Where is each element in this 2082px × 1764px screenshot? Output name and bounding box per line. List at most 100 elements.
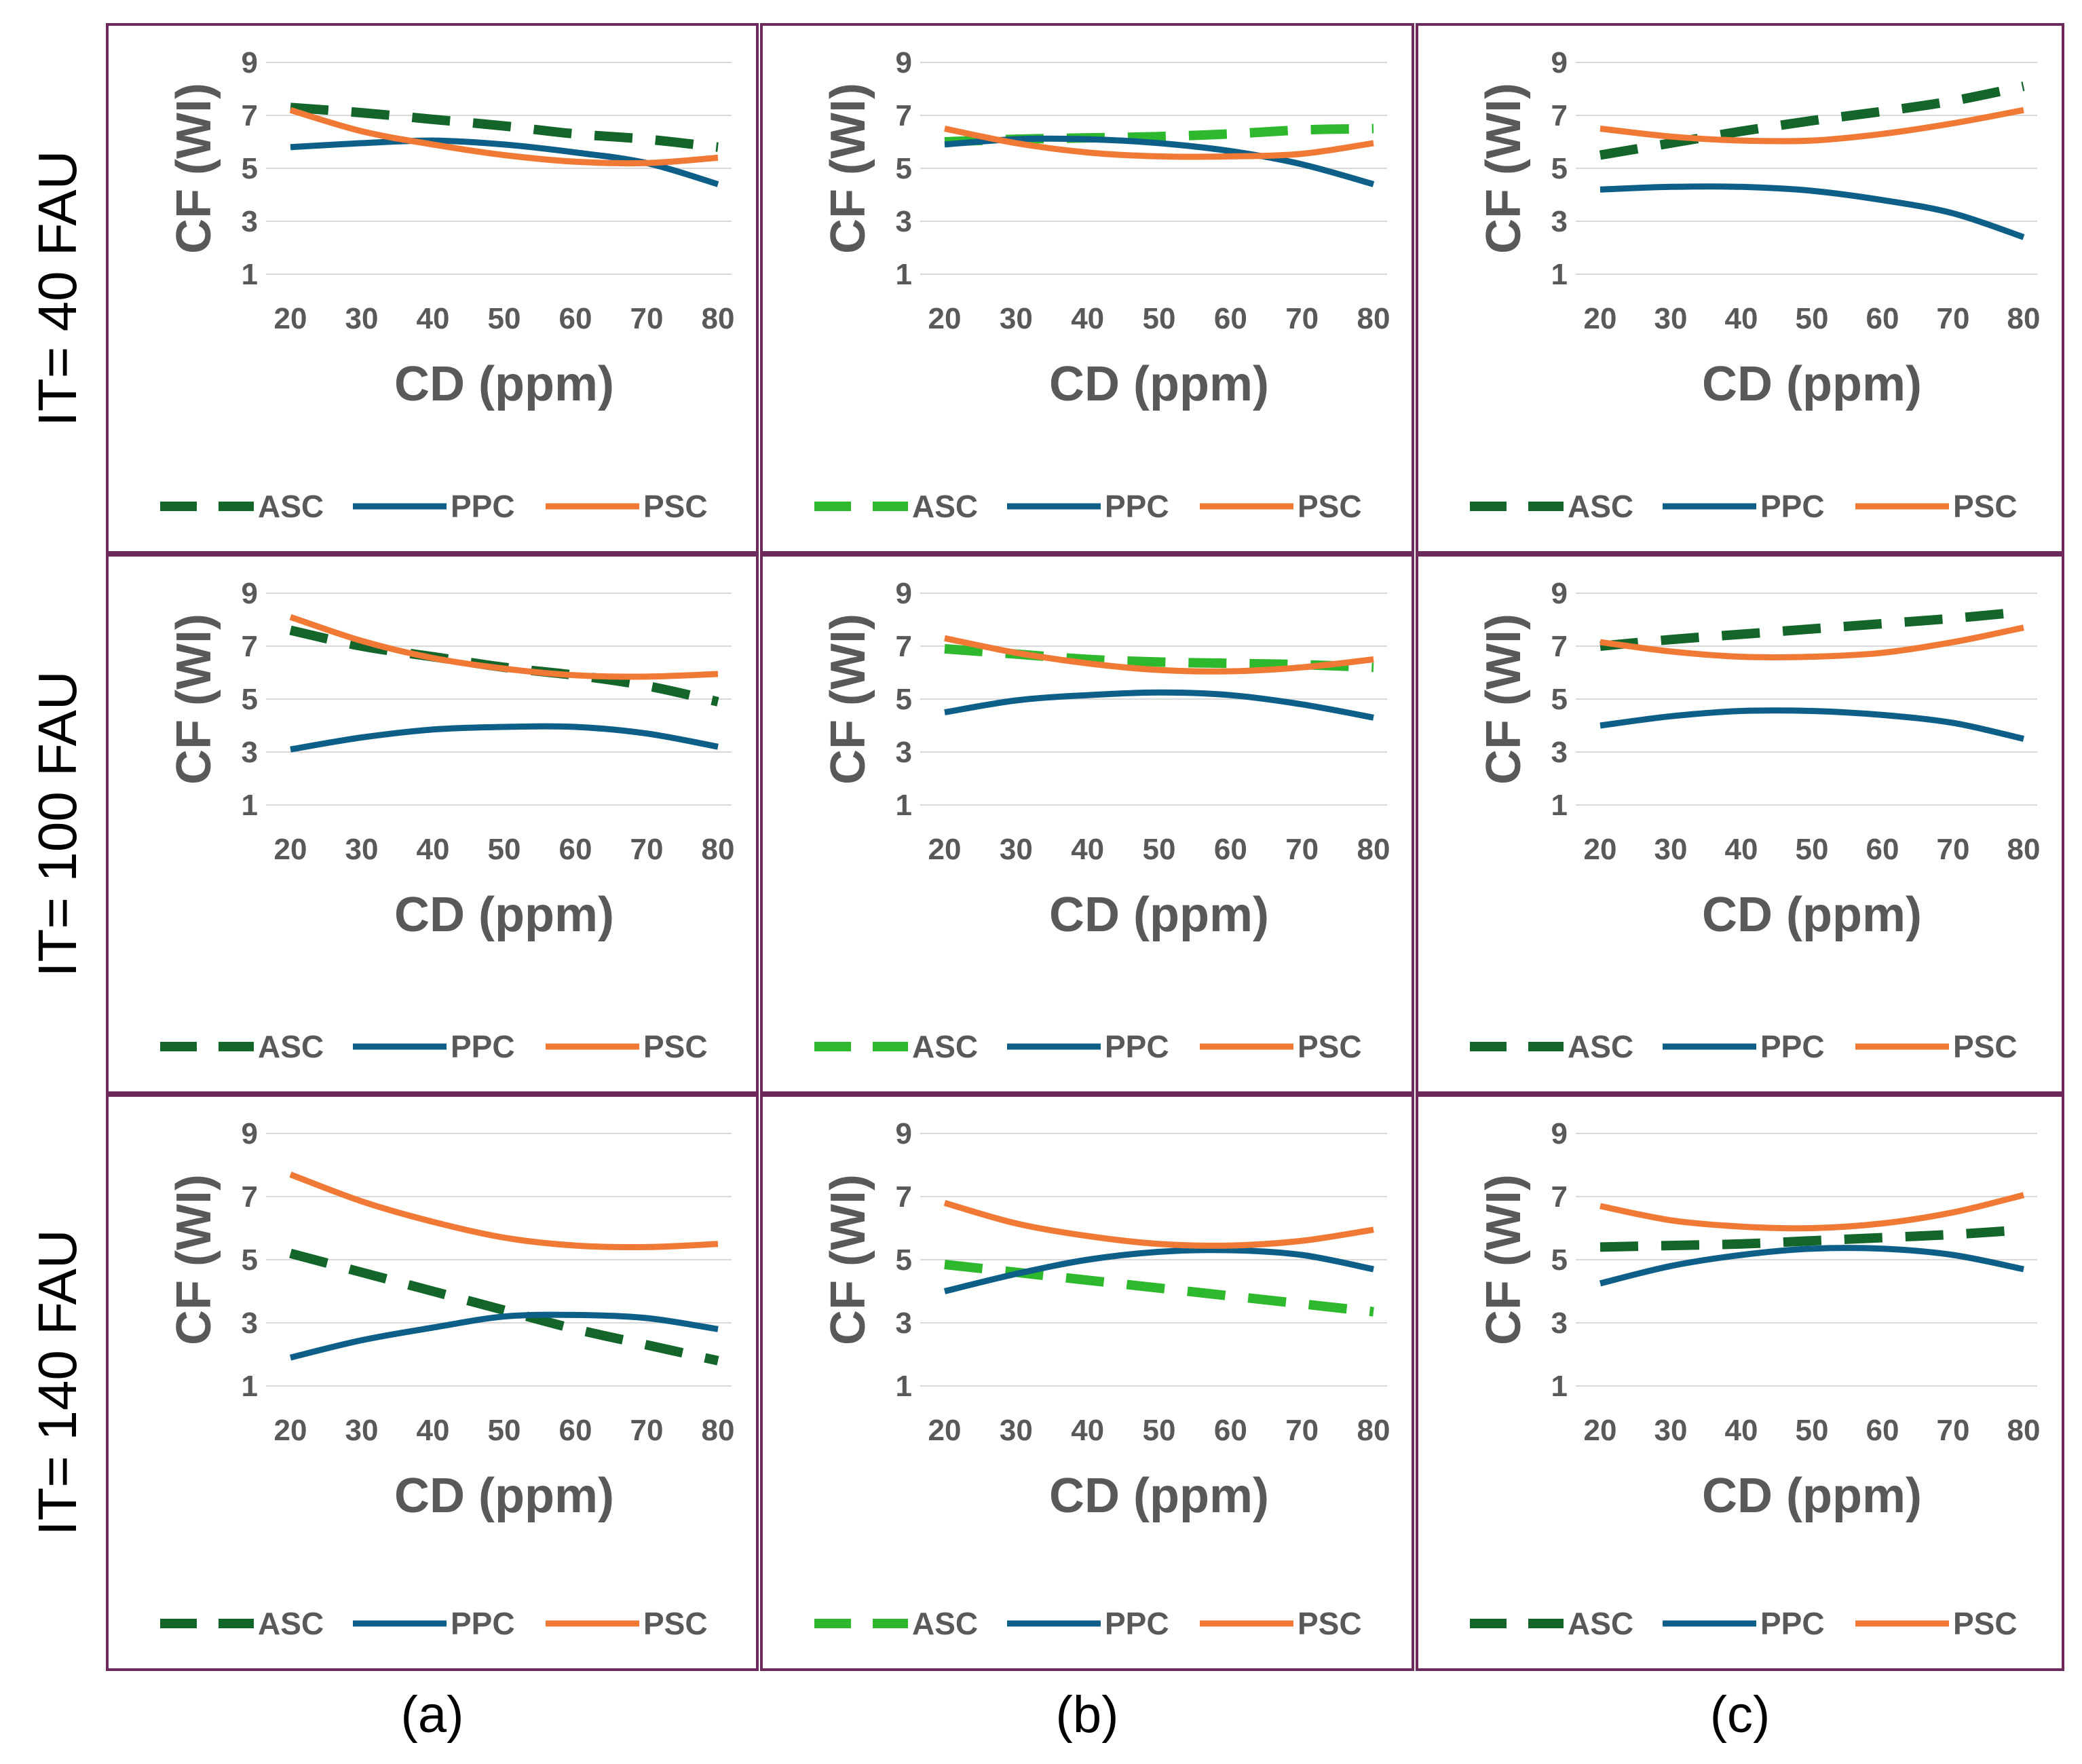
x-tick-label: 60: [1214, 833, 1247, 866]
series-line-ppc: [943, 1247, 1374, 1294]
legend-label-psc: PSC: [1298, 489, 1362, 524]
panel-frame: [106, 23, 759, 554]
series-line-ppc: [1600, 183, 2025, 240]
y-tick-label: 1: [1551, 789, 1568, 822]
x-axis-title: CD (ppm): [394, 357, 614, 411]
legend-label-psc: PSC: [643, 1606, 708, 1641]
legend-label-asc: ASC: [258, 489, 324, 524]
x-tick-label: 30: [345, 833, 379, 866]
legend-label-ppc: PPC: [451, 1606, 515, 1641]
series-line-ppc: [289, 1311, 719, 1361]
x-axis-title: CD (ppm): [1049, 357, 1269, 411]
y-tick-label: 7: [896, 99, 912, 132]
x-tick-label: 50: [1143, 302, 1176, 335]
legend-label-asc: ASC: [912, 1606, 978, 1641]
y-tick-label: 9: [242, 1117, 258, 1150]
x-tick-label: 80: [702, 1414, 735, 1447]
chart-panel: 1 3 5 7 9 20 30 40 50 60 70 80 CD (ppm) CF (WI) ASC PPC…: [760, 554, 1414, 1094]
x-tick-label: 30: [1000, 302, 1033, 335]
legend-label-psc: PSC: [1953, 1029, 2018, 1064]
series-line-ppc: [1600, 707, 2024, 742]
x-axis-title: CD (ppm): [1702, 888, 1922, 942]
x-tick-label: 20: [274, 833, 307, 866]
series-line-psc: [289, 614, 719, 680]
x-tick-label: 80: [1357, 1414, 1390, 1447]
x-tick-label: 40: [1725, 833, 1758, 866]
panel-frame: [1416, 554, 2064, 1094]
x-tick-label: 50: [1796, 302, 1829, 335]
x-tick-label: 80: [702, 833, 735, 866]
x-axis-title: CD (ppm): [394, 888, 614, 942]
series-line-ppc: [944, 689, 1374, 721]
x-tick-label: 70: [630, 302, 664, 335]
x-tick-label: 60: [1214, 302, 1247, 335]
y-tick-label: 7: [1551, 1180, 1568, 1214]
column-labels-layer: (a) (b) (c): [401, 1686, 1771, 1744]
x-tick-label: 20: [928, 833, 962, 866]
series-line-asc: [1600, 1224, 2024, 1252]
y-tick-label: 7: [242, 99, 258, 132]
x-tick-label: 30: [1000, 1414, 1033, 1447]
panels-layer: 1 3 5 7 9 20 30 40 50 60 70 80 CD (ppm) CF (WI) ASC PPC…: [106, 23, 2064, 1671]
x-tick-label: 40: [417, 302, 450, 335]
chart-panel: 1 3 5 7 9 20 30 40 50 60 70 80 CD (ppm) CF (WI) ASC PPC…: [1416, 1094, 2064, 1671]
y-tick-label: 5: [242, 152, 258, 185]
x-tick-label: 70: [1285, 302, 1319, 335]
x-tick-label: 40: [417, 833, 450, 866]
y-tick-label: 5: [242, 683, 258, 716]
panel-frame: [760, 1094, 1414, 1671]
x-tick-label: 20: [928, 302, 962, 335]
x-tick-label: 50: [1143, 833, 1176, 866]
legend-label-asc: ASC: [258, 1029, 324, 1064]
x-tick-label: 40: [417, 1414, 450, 1447]
x-tick-label: 20: [274, 1414, 307, 1447]
y-tick-label: 5: [1551, 683, 1568, 716]
chart-panel: 1 3 5 7 9 20 30 40 50 60 70 80 CD (ppm) CF (WI) ASC PPC…: [1416, 23, 2064, 554]
x-tick-label: 50: [488, 1414, 521, 1447]
legend-label-ppc: PPC: [1105, 489, 1169, 524]
x-tick-label: 20: [1584, 302, 1617, 335]
x-tick-label: 30: [1000, 833, 1033, 866]
y-tick-label: 7: [1551, 630, 1568, 663]
x-tick-label: 70: [1937, 1414, 1970, 1447]
x-tick-label: 40: [1071, 302, 1104, 335]
y-axis-title: CF (WI): [821, 1174, 875, 1345]
x-tick-label: 30: [1654, 1414, 1688, 1447]
legend-label-asc: ASC: [1568, 1606, 1633, 1641]
y-tick-label: 1: [242, 258, 258, 291]
x-tick-label: 60: [559, 1414, 592, 1447]
series-line-asc: [289, 1248, 719, 1366]
x-tick-label: 80: [2007, 833, 2041, 866]
x-axis-title: CD (ppm): [1702, 1469, 1922, 1523]
series-line-psc: [1600, 624, 2024, 660]
y-tick-label: 3: [896, 205, 912, 238]
y-axis-title: CF (WI): [167, 1174, 221, 1345]
series-line-psc: [289, 1171, 719, 1251]
y-tick-label: 5: [1551, 152, 1568, 185]
x-axis-title: CD (ppm): [1049, 888, 1269, 942]
chart-panel: 1 3 5 7 9 20 30 40 50 60 70 80 CD (ppm) CF (WI) ASC PPC…: [106, 23, 759, 554]
y-axis-title: CF (WI): [1477, 83, 1531, 254]
legend-label-ppc: PPC: [451, 1029, 515, 1064]
y-tick-label: 5: [1551, 1243, 1568, 1277]
legend-label-psc: PSC: [1298, 1029, 1362, 1064]
x-tick-label: 70: [630, 1414, 664, 1447]
legend-label-asc: ASC: [1568, 489, 1633, 524]
legend-label-asc: ASC: [912, 1029, 978, 1064]
legend-label-psc: PSC: [1953, 1606, 2018, 1641]
x-tick-label: 80: [1357, 302, 1390, 335]
x-tick-label: 50: [1796, 833, 1829, 866]
y-tick-label: 3: [1551, 1307, 1568, 1340]
row-label: IT= 100 FAU: [27, 671, 88, 977]
panel-frame: [1416, 23, 2064, 554]
x-tick-label: 80: [1357, 833, 1390, 866]
legend-label-asc: ASC: [1568, 1029, 1633, 1064]
y-tick-label: 5: [242, 1243, 258, 1277]
series-line-psc: [943, 1199, 1374, 1249]
x-tick-label: 50: [488, 302, 521, 335]
y-tick-label: 1: [896, 1370, 912, 1403]
y-tick-label: 9: [1551, 46, 1568, 79]
series-line-asc: [1600, 607, 2024, 651]
y-tick-label: 9: [242, 46, 258, 79]
